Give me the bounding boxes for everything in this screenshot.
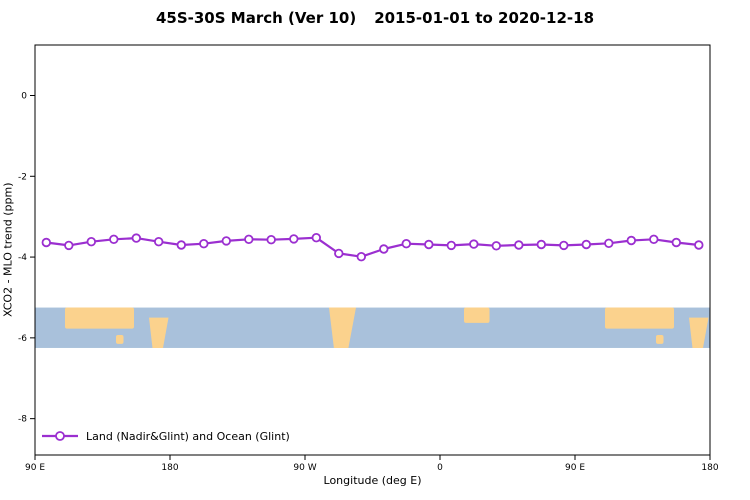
legend-key [42,431,78,441]
chart-canvas: 90 E 180 90 W 0 90 E 180 0 -2 -4 -6 -8 [18,44,719,473]
plot-frame [34,44,711,456]
data-point-marker [559,240,569,251]
y-tick-label: -8 [18,415,27,425]
data-point-marker [221,236,231,246]
map-land-tasmania [116,335,124,344]
map-land-new-zealand [149,317,169,348]
data-point-marker [266,234,276,245]
data-point-marker [86,236,96,247]
data-point-marker [469,239,479,249]
data-point-marker [153,236,164,247]
data-point-marker [379,244,389,254]
x-tick-label: 90 W [293,463,316,473]
data-point-marker [311,232,321,243]
trend-line [45,236,700,258]
legend-label: Land (Nadir&Glint) and Ocean (Glint) [86,429,290,443]
data-point-marker [694,240,704,250]
data-point-marker [401,238,411,249]
map-land-australia [65,307,134,329]
data-point-marker [41,237,51,248]
data-point-marker [199,238,209,249]
data-point-marker [649,234,659,244]
data-point-marker [109,234,119,244]
data-point-marker [64,240,74,251]
y-axis-label: XCO2 - MLO trend (ppm) [1,182,15,318]
chart-title-dates: 2015-01-01 to 2020-12-18 [374,9,595,27]
data-point-marker [334,248,344,259]
data-point-marker [131,233,141,243]
data-point-marker [356,251,366,262]
data-point-marker [514,240,524,250]
legend-marker-icon [55,431,65,441]
map-band-ocean [35,307,710,348]
data-point-marker [289,234,299,244]
data-point-marker [581,239,591,250]
map-land-tasmania-2 [656,335,664,344]
data-point-marker [491,241,501,251]
data-point-marker [604,238,614,248]
map-land-australia-2 [605,307,674,329]
y-tick-label: -6 [18,334,27,344]
map-land-new-zealand-2 [689,317,709,348]
y-tick-label: 0 [21,91,27,101]
legend: Land (Nadir&Glint) and Ocean (Glint) [41,429,290,443]
chart-title: 45S-30S March (Ver 10) 2015-01-01 to 2020… [0,9,750,27]
chart-title-main: 45S-30S March (Ver 10) [155,9,357,27]
x-tick-label: 180 [701,463,718,473]
x-tick-label: 90 E [25,463,45,473]
data-point-marker [536,239,546,250]
y-tick-label: -2 [18,172,27,182]
plot-area: 90 E 180 90 W 0 90 E 180 0 -2 -4 -6 -8 Land (Nadir… [18,44,719,473]
data-point-marker [671,237,681,248]
x-tick-label: 90 E [565,463,585,473]
map-land-south-america [329,307,356,348]
data-point-marker [244,234,254,244]
data-point-marker [446,240,456,251]
x-tick-label: 0 [437,463,443,473]
data-point-marker [626,235,636,246]
data-point-marker [176,240,186,250]
x-axis-label: Longitude (deg E) [323,474,422,487]
map-land-africa [464,307,490,323]
x-tick-label: 180 [161,463,178,473]
data-point-marker [424,239,434,250]
y-tick-label: -4 [18,253,27,263]
